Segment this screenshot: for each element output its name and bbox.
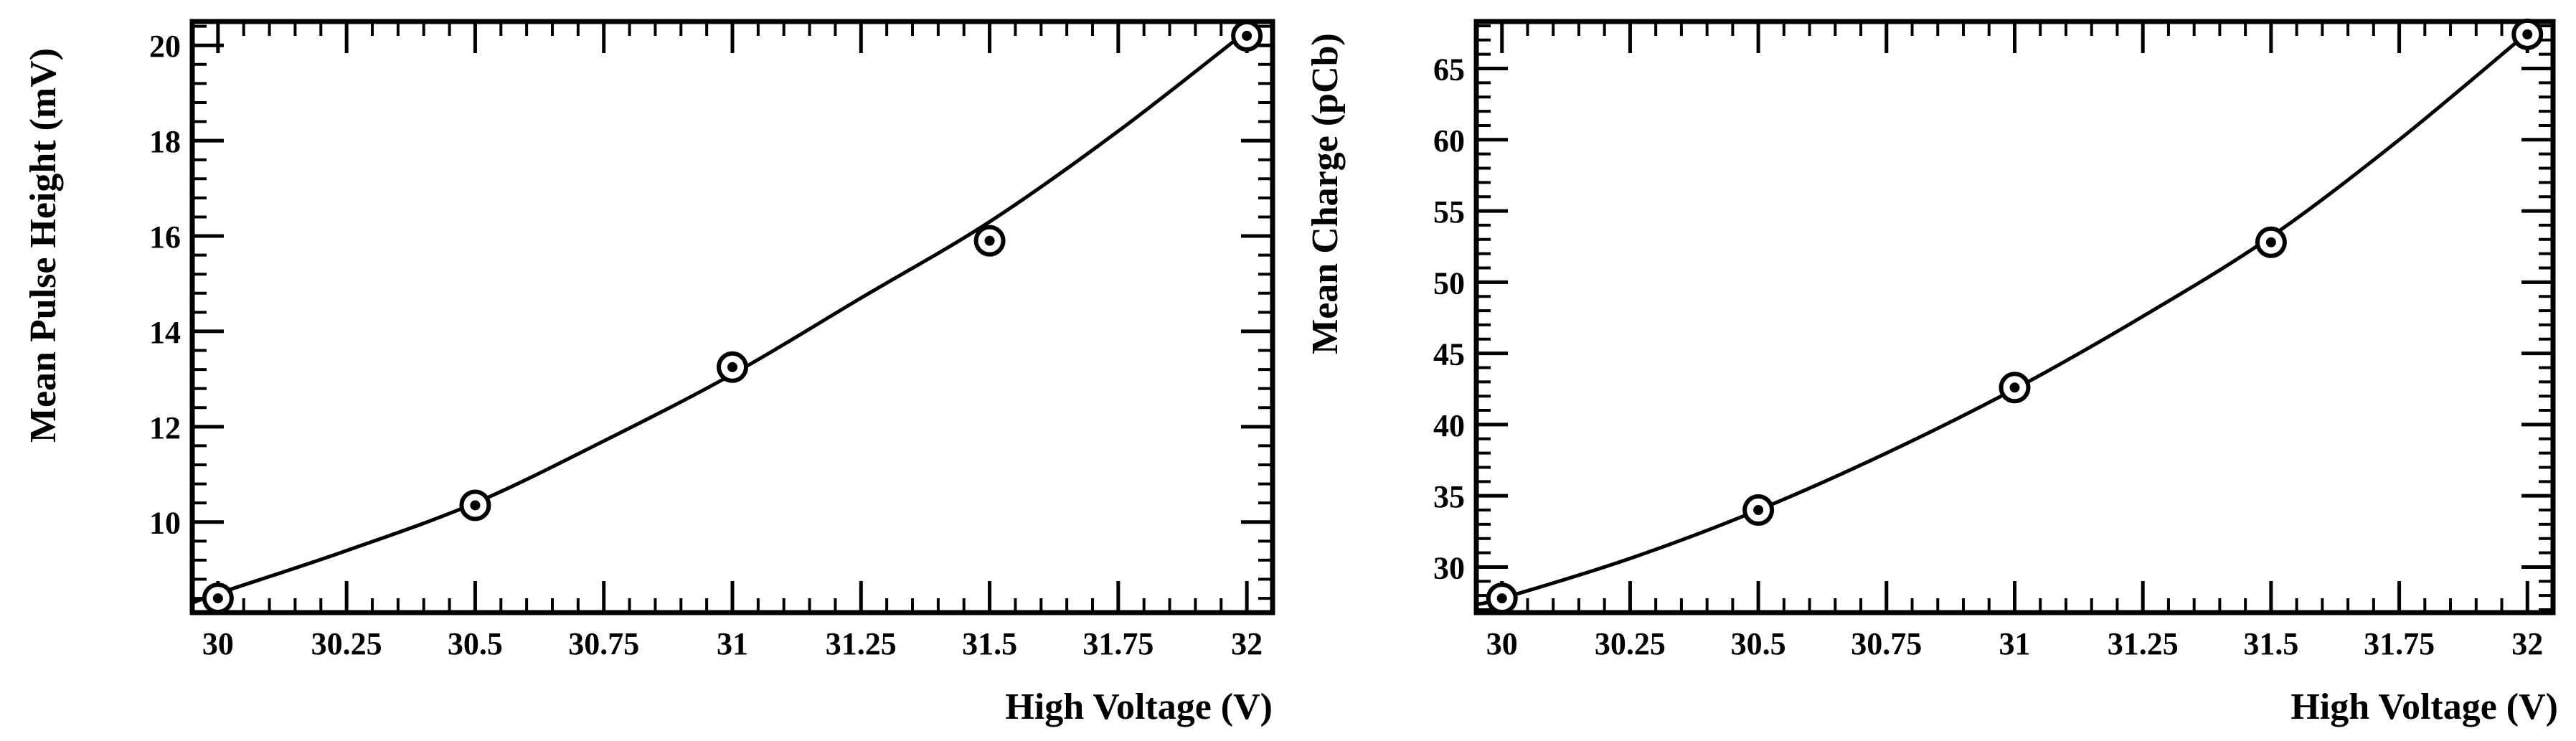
y-tick-label: 60 xyxy=(1433,123,1465,159)
y-tick-labels: 10 12 14 16 18 20 xyxy=(149,29,181,541)
axis-ticks xyxy=(191,22,1274,613)
x-axis-label: High Voltage (V) xyxy=(1005,686,1273,727)
x-tick-label: 31.25 xyxy=(2108,626,2179,661)
x-tick-label: 30.5 xyxy=(1731,626,1786,661)
data-point xyxy=(1486,582,1518,615)
y-tick-label: 14 xyxy=(149,315,181,350)
y-tick-label: 30 xyxy=(1433,550,1465,585)
data-point xyxy=(2255,226,2287,258)
y-tick-label: 65 xyxy=(1433,52,1465,88)
x-tick-label: 30 xyxy=(1486,626,1518,661)
data-markers xyxy=(1486,18,2544,615)
y-tick-label: 45 xyxy=(1433,337,1465,372)
y-tick-label: 10 xyxy=(149,506,181,541)
data-point-dot xyxy=(2522,29,2533,39)
x-tick-label: 31.75 xyxy=(2364,626,2435,661)
x-tick-label: 32 xyxy=(2511,626,2543,661)
x-tick-label: 31.5 xyxy=(2243,626,2298,661)
data-point xyxy=(973,225,1006,257)
y-tick-label: 50 xyxy=(1433,265,1465,301)
data-point-dot xyxy=(470,500,481,511)
data-point-dot xyxy=(1242,30,1252,41)
x-tick-label: 31 xyxy=(717,626,748,661)
x-tick-label: 30.75 xyxy=(568,626,639,661)
pulse-height-chart: 30 30.25 30.5 30.75 31 31.25 31.5 31.75 32 10121… xyxy=(23,19,1275,727)
data-point xyxy=(2511,18,2544,50)
y-tick-labels: 30 35 40 45 50 55 60 65 xyxy=(1433,52,1465,586)
x-tick-labels: 30 30.25 30.5 30.75 31 31.25 31.5 31.75 32 xyxy=(1486,626,2544,661)
x-tick-label: 31 xyxy=(1999,626,2031,661)
y-tick-label: 18 xyxy=(149,124,181,159)
data-point xyxy=(459,489,491,521)
data-point-dot xyxy=(1753,505,1764,516)
axis-ticks xyxy=(1475,22,2554,613)
y-axis-label: Mean Charge (pCb) xyxy=(1305,33,1346,354)
data-markers xyxy=(202,19,1263,615)
y-tick-label: 16 xyxy=(149,220,181,255)
data-point-dot xyxy=(984,235,995,246)
data-point-dot xyxy=(212,593,223,604)
data-point xyxy=(717,351,748,383)
y-tick-label: 20 xyxy=(149,29,181,64)
y-axis-label: Mean Pulse Height (mV) xyxy=(23,48,64,443)
x-tick-label: 31.25 xyxy=(826,626,897,661)
x-tick-label: 30.25 xyxy=(311,626,382,661)
x-axis-label: High Voltage (V) xyxy=(2290,686,2558,727)
y-tick-label: 35 xyxy=(1433,479,1465,514)
fit-curve xyxy=(1476,31,2529,606)
fit-curve xyxy=(192,29,1248,605)
data-point xyxy=(1742,494,1775,527)
x-tick-label: 30 xyxy=(202,626,234,661)
charge-chart: 30 30.25 30.5 30.75 31 31.25 31.5 31.75 32 30 35 4… xyxy=(1305,18,2558,727)
plot-frame xyxy=(189,19,1275,615)
plot-frame xyxy=(1473,19,2556,615)
x-tick-label: 30.75 xyxy=(1851,626,1922,661)
data-point-dot xyxy=(2265,237,2276,247)
y-tick-label: 12 xyxy=(149,410,181,445)
data-point-dot xyxy=(2009,382,2020,393)
data-point xyxy=(202,582,234,615)
data-point xyxy=(1999,372,2031,404)
x-tick-label: 30.25 xyxy=(1595,626,1666,661)
x-tick-label: 32 xyxy=(1231,626,1263,661)
data-point xyxy=(1231,19,1263,52)
x-tick-label: 30.5 xyxy=(448,626,503,661)
x-tick-label: 31.75 xyxy=(1082,626,1153,661)
x-tick-label: 31.5 xyxy=(962,626,1017,661)
x-tick-labels: 30 30.25 30.5 30.75 31 31.25 31.5 31.75 32 xyxy=(202,626,1263,661)
y-tick-label: 40 xyxy=(1433,408,1465,443)
data-point-dot xyxy=(1496,593,1507,604)
y-tick-label: 55 xyxy=(1433,194,1465,230)
data-point-dot xyxy=(727,362,737,372)
